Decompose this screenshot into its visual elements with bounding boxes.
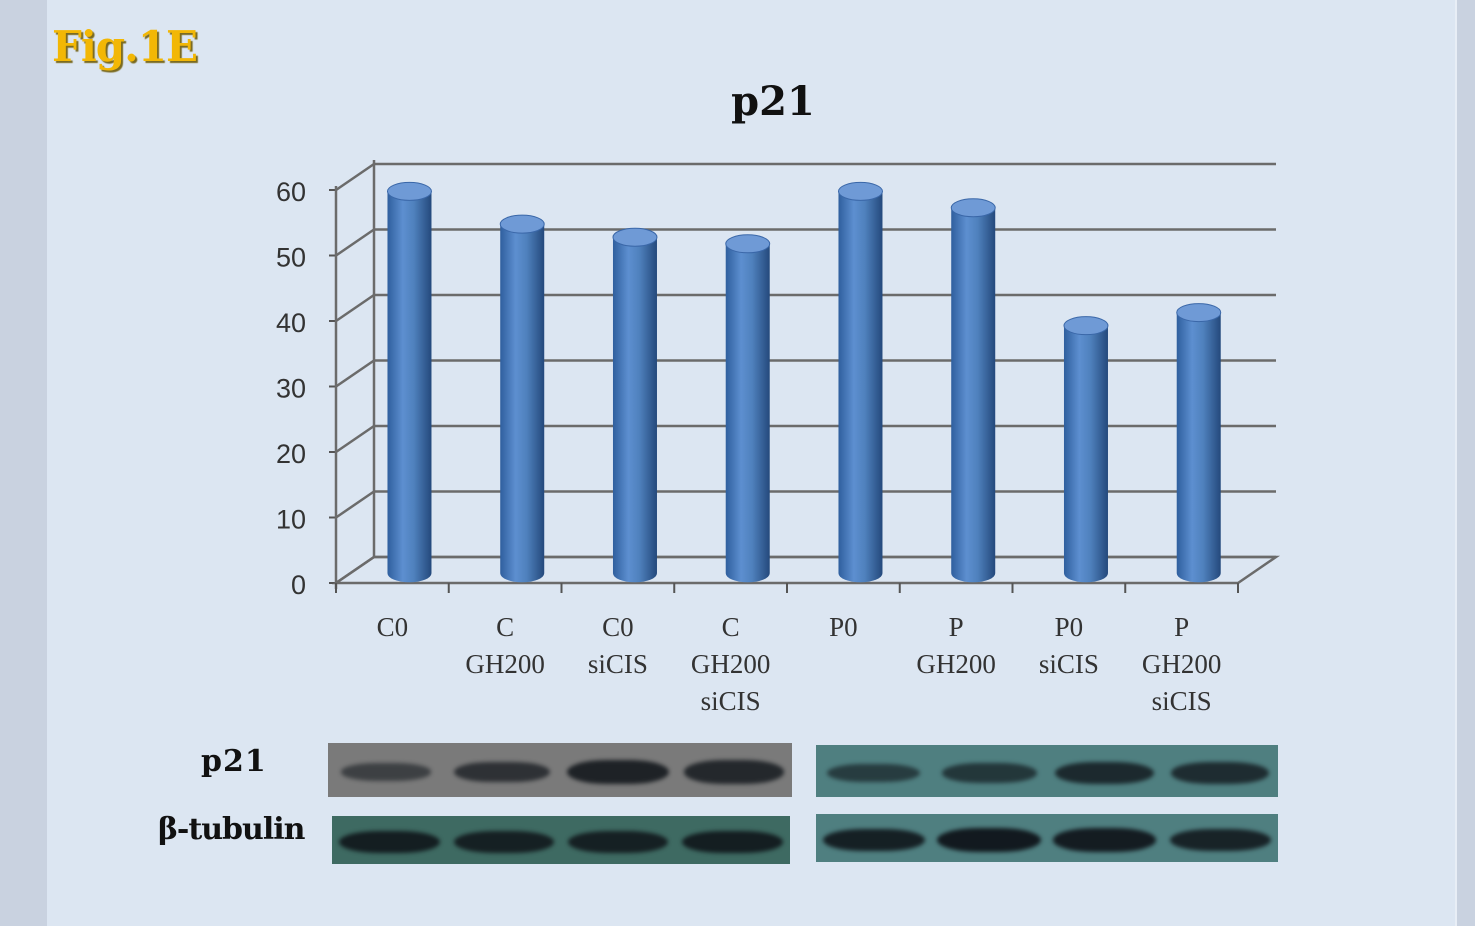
blot-band	[684, 760, 784, 784]
blot-band	[1053, 828, 1157, 852]
x-tick-labels: C0 C GH200 C0 siCIS C GH200 siCIS P0 P GH200 P0 siCI…	[377, 612, 1222, 716]
blot-band	[1055, 761, 1155, 785]
bar	[837, 181, 883, 583]
x-tick-label: P GH200 siCIS	[1142, 612, 1222, 716]
blot-band	[338, 830, 440, 854]
western-blot-p21-left	[328, 743, 792, 797]
side-gridline	[335, 228, 375, 257]
bar	[1176, 303, 1222, 583]
chart-floor	[331, 555, 1281, 585]
side-gridline	[335, 424, 375, 454]
western-blot-tubulin-right	[816, 814, 1278, 862]
y-tick-label: 0	[291, 570, 306, 600]
bar	[1063, 316, 1109, 583]
x-tick-label: C0	[377, 612, 409, 642]
blot-band	[1171, 762, 1270, 784]
blot-band	[340, 763, 432, 781]
blot-band	[567, 759, 669, 785]
y-tick-label: 20	[276, 439, 306, 469]
y-tick-labels: 0 10 20 30 40 50 60	[276, 177, 306, 600]
blot-label-p21: p21	[201, 744, 267, 779]
x-tick-label: C GH200 siCIS	[691, 612, 771, 716]
bars	[386, 181, 1222, 583]
side-gridline	[335, 293, 375, 323]
bar	[386, 181, 432, 583]
x-tick-label: C0 siCIS	[588, 612, 648, 679]
x-tick-label: P0	[829, 612, 858, 642]
gridlines	[335, 162, 1276, 585]
blot-band	[568, 831, 669, 853]
y-tick-label: 10	[276, 505, 306, 535]
side-gridline	[335, 359, 375, 388]
bar	[612, 227, 658, 583]
chart-title: p21	[731, 78, 815, 125]
y-tick-label: 30	[276, 374, 306, 404]
bar	[725, 234, 771, 583]
x-tick-label: C GH200	[465, 612, 545, 679]
side-gridline	[335, 162, 375, 192]
y-tick-label: 50	[276, 243, 306, 273]
side-gridline	[335, 490, 375, 519]
blot-band	[827, 764, 920, 782]
blot-band	[682, 830, 784, 854]
western-blot-p21-right	[816, 745, 1278, 797]
y-tick-label: 40	[276, 308, 306, 338]
blot-label-beta-tubulin: β-tubulin	[158, 812, 305, 847]
figure-label: Fig.1E	[52, 22, 198, 71]
blot-band	[822, 828, 925, 852]
x-tick-label: P0 siCIS	[1039, 612, 1099, 679]
x-tick-label: P GH200	[916, 612, 996, 679]
blot-band	[1169, 829, 1271, 851]
blot-band	[453, 831, 554, 853]
bar	[950, 198, 996, 583]
bar	[499, 214, 545, 583]
axes	[329, 160, 1281, 593]
y-tick-label: 60	[276, 177, 306, 207]
blot-band	[941, 763, 1037, 783]
western-blot-tubulin-left	[332, 816, 790, 864]
blot-band	[453, 761, 551, 783]
blot-band	[937, 828, 1042, 852]
